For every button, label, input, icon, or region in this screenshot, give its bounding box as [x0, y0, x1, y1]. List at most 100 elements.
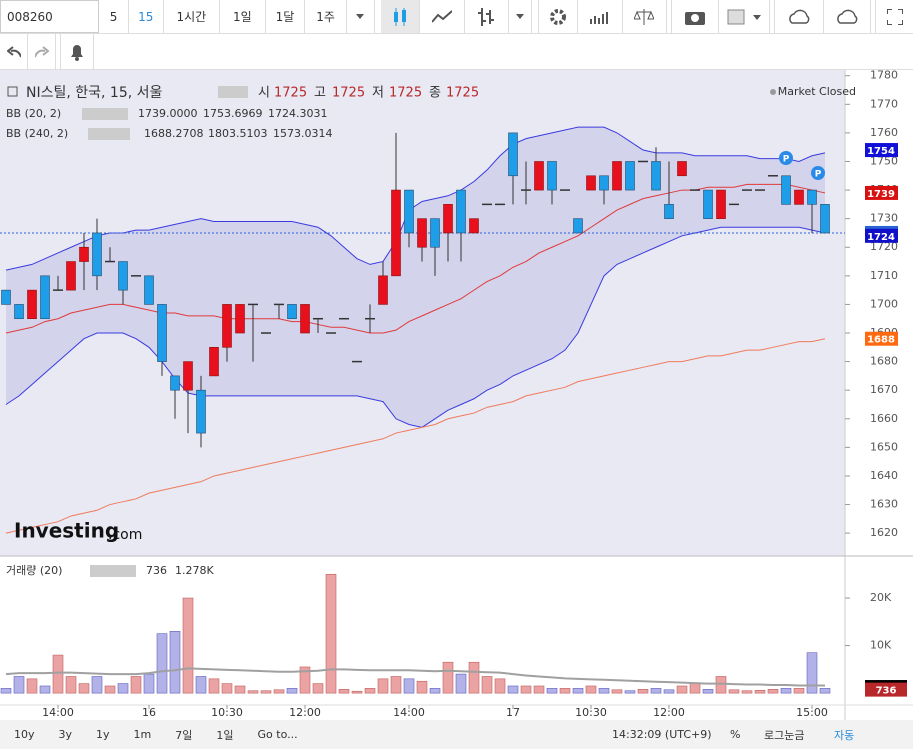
candle-body — [781, 175, 791, 205]
interval[interactable]: 1달 — [266, 0, 306, 33]
volume-bar — [299, 666, 311, 694]
plot: PP — [0, 126, 845, 694]
settings-icons[interactable] — [218, 86, 248, 98]
range[interactable]: 7일 — [175, 728, 193, 742]
range[interactable]: 1일 — [216, 728, 234, 742]
symbol-input[interactable]: 008260 — [0, 0, 100, 33]
indicators[interactable] — [578, 0, 623, 33]
candle-body — [573, 218, 583, 234]
volume-bar — [221, 683, 233, 694]
dropdown[interactable] — [509, 0, 533, 33]
volume-bar — [533, 685, 545, 694]
ohlc-key: 시 — [258, 86, 270, 101]
overlay-line — [5, 183, 826, 334]
volume-bar — [390, 676, 402, 694]
interval[interactable]: 5 — [99, 0, 129, 33]
volume-bar — [351, 690, 363, 694]
indicator-icons[interactable] — [82, 108, 128, 120]
volume-bar — [13, 676, 25, 694]
status-dot — [770, 89, 776, 95]
volume-bar — [702, 689, 714, 694]
load[interactable] — [774, 0, 824, 33]
candle-body — [664, 204, 674, 219]
price-label-box — [865, 331, 898, 346]
clock: 14:32:09 (UTC+9) — [612, 728, 712, 741]
indicator-icons[interactable] — [88, 128, 130, 140]
x-tick-label: 12:00 — [289, 706, 321, 719]
auto-toggle[interactable]: 자동 — [834, 728, 855, 742]
x-tick-label: 10:30 — [211, 706, 243, 719]
y-tick-label: 10K — [870, 639, 892, 652]
y-tick-label: 1630 — [870, 498, 898, 511]
interval[interactable]: 1일 — [220, 0, 266, 33]
volume-bar — [117, 683, 129, 694]
icon — [550, 8, 567, 25]
candle-body — [443, 204, 453, 234]
candle-body — [183, 361, 193, 391]
bb20-value: 1739.0000 — [138, 107, 198, 120]
settings[interactable] — [538, 0, 578, 33]
volume-bar — [182, 597, 194, 694]
candle-body — [157, 304, 167, 362]
redo[interactable] — [28, 34, 56, 69]
volume-bar — [325, 573, 337, 694]
price-pane — [0, 70, 845, 556]
color-picker[interactable] — [719, 0, 771, 33]
volume-bar — [169, 631, 181, 694]
fullscreen[interactable] — [875, 0, 913, 33]
symbol-title: NI스틸, 한국, 15, 서울 — [26, 85, 163, 101]
y-tick-label: 1750 — [870, 154, 898, 167]
price-label-box — [865, 143, 898, 158]
candle-body — [651, 161, 661, 191]
interval[interactable]: 1주 — [305, 0, 347, 33]
collapse-icon — [7, 86, 18, 97]
icon — [837, 9, 858, 24]
indicator-icons[interactable] — [90, 565, 136, 577]
range[interactable]: 3y — [58, 728, 73, 741]
interval[interactable]: 15 — [129, 0, 164, 33]
candle-body — [430, 218, 440, 248]
log-toggle[interactable]: 로그눈금 — [764, 728, 805, 742]
go-to[interactable]: Go to... — [257, 728, 298, 741]
range[interactable]: 1m — [133, 728, 152, 741]
volume-bar — [624, 690, 636, 694]
save[interactable] — [824, 0, 872, 33]
candle-body — [235, 304, 245, 334]
candle-body — [144, 275, 154, 305]
candle-type[interactable] — [380, 0, 421, 33]
icon — [34, 45, 49, 57]
range[interactable]: 10y — [14, 728, 35, 741]
volume-bar — [442, 661, 454, 694]
volume-bar — [741, 690, 753, 694]
candle-body — [586, 175, 596, 191]
snapshot[interactable] — [671, 0, 719, 33]
event-marker-label: P — [815, 170, 822, 180]
ohlc-value: 1725 — [332, 86, 365, 101]
volume-bar — [663, 689, 675, 694]
compare[interactable] — [623, 0, 668, 33]
icon — [6, 45, 21, 57]
volume-bar — [819, 688, 831, 694]
range-bar: 10y 3y 1y 1m 7일 1일 Go to... — [0, 720, 320, 749]
interval[interactable]: 1시간 — [164, 0, 221, 33]
y-tick-label: 1710 — [870, 269, 898, 282]
bb20-value: 1724.3031 — [268, 107, 328, 120]
range[interactable]: 1y — [96, 728, 110, 741]
bar-type[interactable] — [465, 0, 509, 33]
alert[interactable] — [60, 34, 94, 69]
x-tick-label: 17 — [506, 706, 520, 719]
y-tick-label: 1700 — [870, 297, 898, 310]
volume-bar — [195, 676, 207, 694]
overlay-line — [5, 338, 826, 534]
percent-toggle[interactable]: % — [730, 728, 741, 741]
line-type[interactable] — [420, 0, 465, 33]
watermark-brand: Investing — [14, 519, 119, 543]
icon — [589, 11, 608, 24]
candle-body — [599, 175, 609, 191]
icon — [634, 8, 655, 25]
ohlc-key: 저 — [372, 86, 384, 101]
dropdown[interactable] — [347, 0, 375, 33]
price-label: 1754 — [867, 146, 895, 157]
candle-body — [209, 347, 219, 377]
undo[interactable] — [0, 34, 28, 69]
